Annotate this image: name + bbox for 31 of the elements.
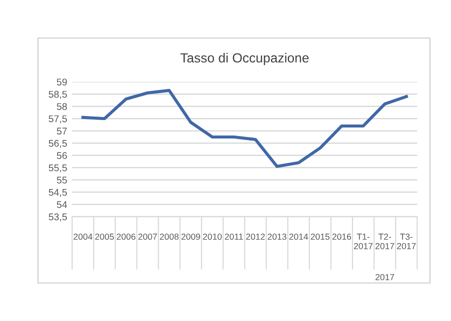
y-tick-label: 55,5 [48,164,67,172]
x-tick-label: T2- 2017 [376,234,394,250]
y-tick-label: 55 [56,176,67,184]
x-tick-label: T1- 2017 [354,234,373,250]
x-tick-label: 2006 [116,234,136,240]
x-tick-label: 2011 [224,234,243,240]
x-tick-label: 2012 [246,234,265,240]
y-tick-label: 57 [56,128,67,134]
y-tick-label: 58 [56,103,67,110]
y-tick-label: 54,5 [48,188,67,197]
y-tick-label: 56 [56,152,67,160]
line-series [81,88,408,168]
x-tick-label: T3- 2017 [397,234,416,250]
x-tick-label: 2016 [332,234,352,240]
x-tick-label: 2010 [203,234,222,240]
x-tick-label: 2009 [181,234,200,240]
y-tick-label: 57,5 [48,115,67,124]
x-tick-label: 2004 [74,234,92,240]
y-tick-label: 54 [56,201,68,208]
y-tick-label: 58,5 [48,90,67,99]
x-tick-label: 2013 [268,234,286,240]
x-tick-label: 2014 [289,234,308,240]
y-tick-label: 53,5 [48,213,67,222]
x-tick-label: 2007 [138,234,157,240]
text: 2017 [376,274,394,280]
x-tick-label: 2015 [310,234,330,240]
y-tick-label: 56,5 [48,140,67,148]
x-tick-label: 2005 [95,234,114,240]
x-tick-label: 2008 [160,234,179,240]
y-tick-label: 59 [56,78,67,86]
chart-title: Tasso di Occupazione [180,52,309,66]
